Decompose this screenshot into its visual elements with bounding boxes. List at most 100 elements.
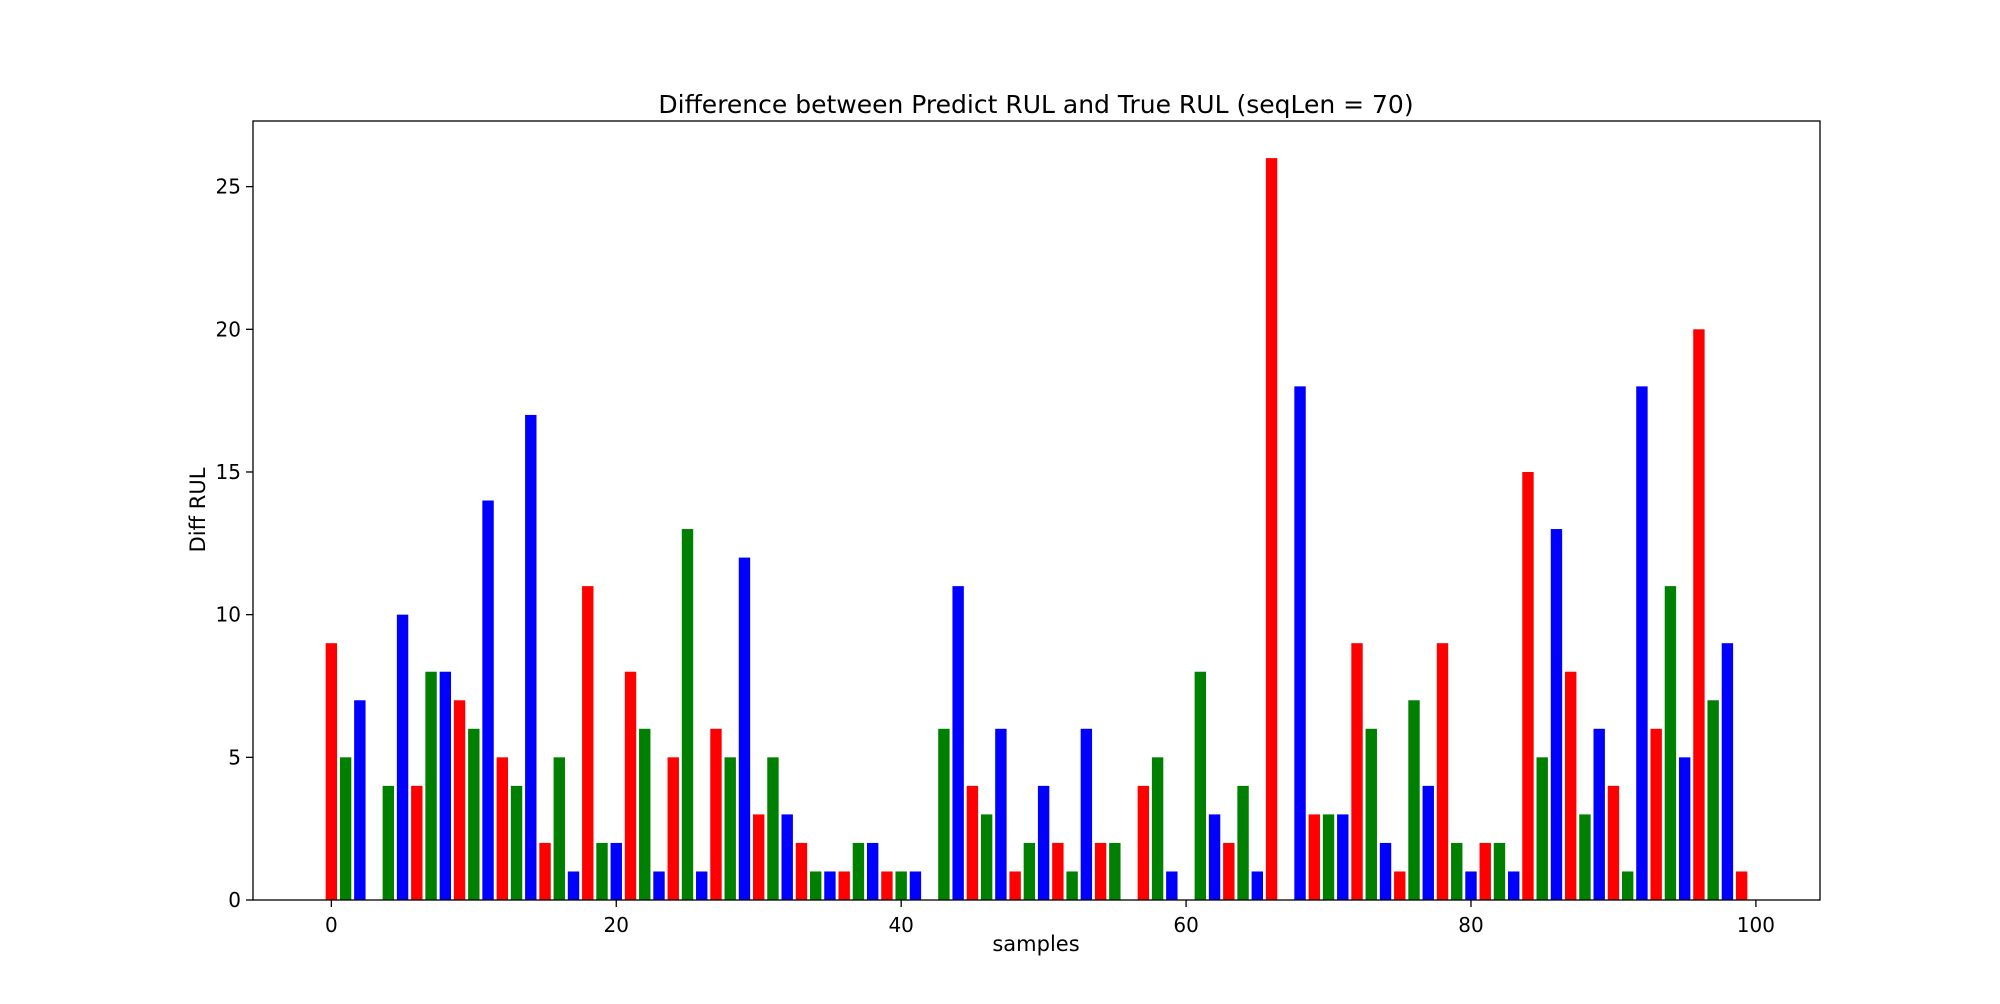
bar-70 xyxy=(1322,814,1335,900)
y-tick-label: 20 xyxy=(216,317,241,341)
bar-26 xyxy=(696,871,708,900)
y-axis: 0 5 10 15 20 25 xyxy=(216,175,253,912)
bar-14 xyxy=(525,414,537,900)
bar-80 xyxy=(1465,871,1477,900)
bar-48 xyxy=(1009,871,1021,900)
bar-57 xyxy=(1137,785,1150,900)
bar-66 xyxy=(1265,158,1278,901)
x-tick-label: 100 xyxy=(1737,913,1775,937)
bar-78 xyxy=(1436,643,1449,900)
bar-94 xyxy=(1664,586,1677,900)
bar-69 xyxy=(1308,814,1320,900)
bar-91 xyxy=(1621,871,1634,900)
bar-46 xyxy=(980,814,993,900)
bar-77 xyxy=(1422,785,1434,900)
bar-36 xyxy=(838,871,850,900)
bar-79 xyxy=(1451,842,1463,900)
bar-93 xyxy=(1650,728,1662,900)
bar-63 xyxy=(1223,842,1235,900)
bar-90 xyxy=(1607,785,1620,900)
bar-51 xyxy=(1052,842,1064,900)
x-tick-label: 60 xyxy=(1173,913,1198,937)
bar-83 xyxy=(1508,871,1520,900)
y-tick-label: 0 xyxy=(228,888,241,912)
bar-59 xyxy=(1166,871,1178,900)
axes-frame xyxy=(252,120,1821,901)
bar-62 xyxy=(1208,814,1221,900)
x-axis-label: samples xyxy=(992,932,1079,956)
bar-28 xyxy=(724,757,736,900)
bar-74 xyxy=(1379,842,1392,900)
bar-47 xyxy=(995,728,1007,900)
bar-13 xyxy=(510,785,523,900)
bar-99 xyxy=(1735,871,1748,900)
bar-15 xyxy=(539,842,551,900)
bars-group xyxy=(325,158,1748,901)
bar-11 xyxy=(482,500,494,900)
x-tick-label: 0 xyxy=(325,913,338,937)
x-tick-label: 40 xyxy=(888,913,913,937)
x-tick-label: 80 xyxy=(1458,913,1483,937)
bar-87 xyxy=(1565,671,1577,900)
chart-title: Difference between Predict RUL and True … xyxy=(658,90,1413,119)
bar-45 xyxy=(966,785,979,900)
bar-96 xyxy=(1693,329,1705,900)
bar-43 xyxy=(938,728,950,900)
bar-58 xyxy=(1151,757,1164,900)
bar-49 xyxy=(1023,842,1036,900)
bar-33 xyxy=(795,842,808,900)
bar-5 xyxy=(396,614,409,900)
bar-27 xyxy=(710,728,722,900)
bar-44 xyxy=(952,586,964,900)
bar-4 xyxy=(382,785,395,900)
bar-39 xyxy=(881,871,893,900)
bar-81 xyxy=(1479,842,1491,900)
x-tick-label: 20 xyxy=(604,913,629,937)
bar-92 xyxy=(1636,386,1648,900)
bar-7 xyxy=(425,671,437,900)
y-tick-label: 10 xyxy=(216,603,241,627)
bar-24 xyxy=(667,757,679,900)
bar-64 xyxy=(1237,785,1249,900)
bar-2 xyxy=(354,700,366,900)
bar-6 xyxy=(411,785,423,900)
bar-19 xyxy=(596,842,608,900)
bar-50 xyxy=(1037,785,1050,900)
bar-52 xyxy=(1066,871,1078,900)
bar-32 xyxy=(781,814,793,900)
bar-84 xyxy=(1522,471,1534,900)
bar-76 xyxy=(1408,700,1420,900)
bar-71 xyxy=(1337,814,1349,900)
bar-34 xyxy=(810,871,822,900)
bar-65 xyxy=(1251,871,1264,900)
bar-55 xyxy=(1109,842,1121,900)
bar-54 xyxy=(1094,842,1107,900)
bar-22 xyxy=(639,728,651,900)
y-tick-label: 5 xyxy=(228,745,241,769)
bar-68 xyxy=(1294,386,1306,900)
bar-38 xyxy=(866,842,879,900)
bar-30 xyxy=(753,814,765,900)
bar-72 xyxy=(1351,643,1363,900)
bar-40 xyxy=(895,871,907,900)
x-axis: 0 20 40 60 80 100 xyxy=(325,900,1775,937)
bar-17 xyxy=(567,871,580,900)
bar-88 xyxy=(1579,814,1591,900)
bar-20 xyxy=(610,842,622,900)
bar-35 xyxy=(824,871,836,900)
bar-18 xyxy=(582,586,594,900)
bar-31 xyxy=(767,757,779,900)
bar-10 xyxy=(468,728,480,900)
bar-89 xyxy=(1593,728,1605,900)
bar-23 xyxy=(653,871,665,900)
bar-97 xyxy=(1707,700,1719,900)
bar-95 xyxy=(1678,757,1691,900)
bar-16 xyxy=(553,757,565,900)
y-tick-label: 25 xyxy=(216,175,241,199)
bar-98 xyxy=(1721,643,1734,900)
bar-82 xyxy=(1493,842,1506,900)
bar-0 xyxy=(325,643,338,900)
bar-41 xyxy=(909,871,922,900)
